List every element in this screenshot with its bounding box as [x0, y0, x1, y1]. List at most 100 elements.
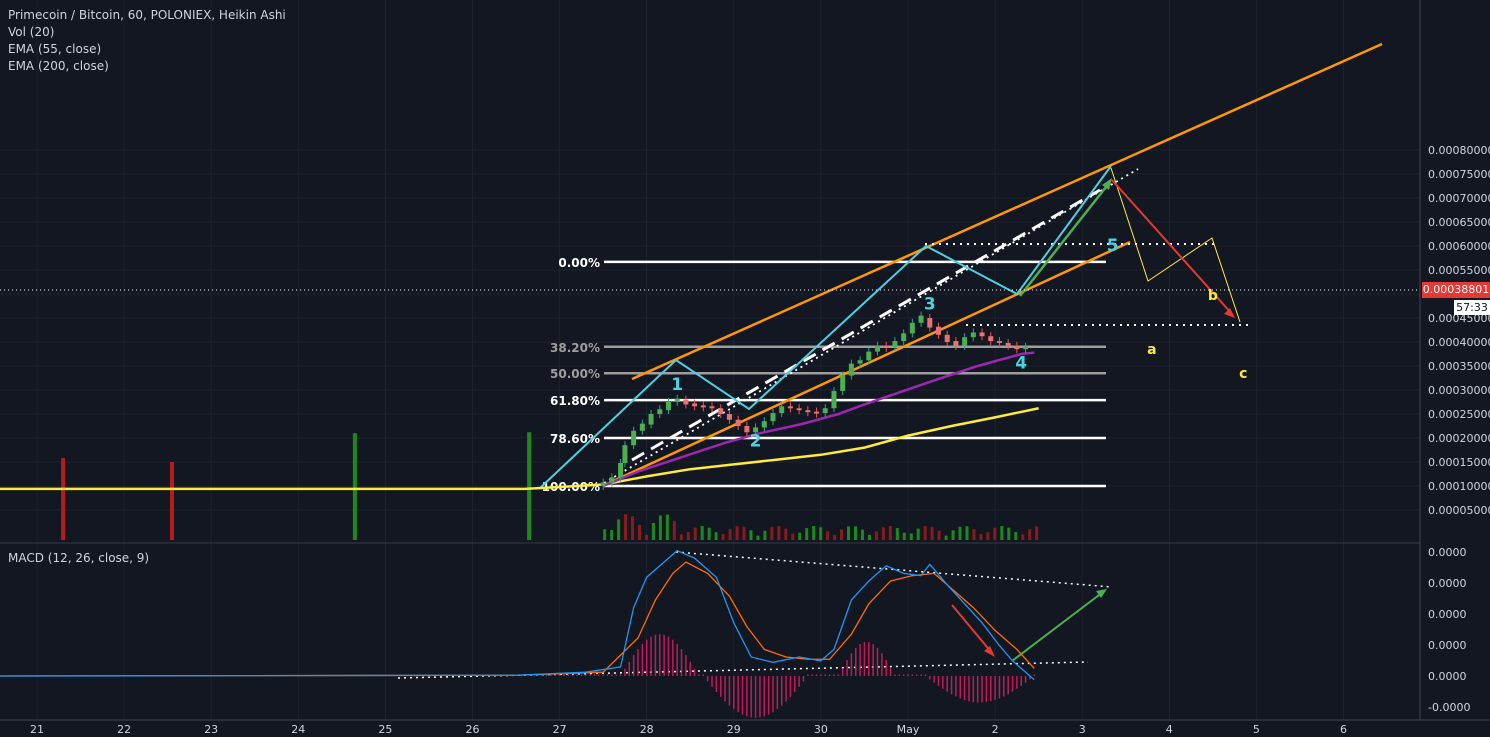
price-tick-label: 0.00005000: [1428, 504, 1490, 517]
indicator-vol[interactable]: Vol (20): [8, 25, 55, 39]
price-tick-label: 0.00020000: [1428, 432, 1490, 445]
chart-legend: Primecoin / Bitcoin, 60, POLONIEX, Heiki…: [8, 7, 286, 75]
volume-bar: [679, 534, 683, 540]
volume-bar: [742, 526, 746, 540]
red-down-arrow: [1111, 179, 1233, 315]
symbol-title[interactable]: Primecoin / Bitcoin, 60, POLONIEX, Heiki…: [8, 8, 286, 22]
candle-body: [996, 341, 1002, 344]
time-tick-label: 28: [640, 723, 654, 736]
candle-body: [822, 408, 828, 414]
fib-label: 38.20%: [550, 341, 600, 355]
candle-body: [674, 398, 680, 402]
volume-bar: [888, 526, 892, 540]
candle-body: [814, 411, 820, 414]
volume-bar: [1021, 534, 1025, 540]
indicator-ema-200[interactable]: EMA (200, close): [8, 59, 109, 73]
macd-green-arrow: [1011, 591, 1104, 662]
price-tick-label: 0.00040000: [1428, 336, 1490, 349]
candle-body: [831, 390, 837, 409]
volume-spike: [527, 432, 532, 540]
volume-bar: [965, 526, 969, 540]
volume-bar: [721, 534, 725, 540]
candle-body: [1005, 342, 1011, 346]
ema-200-line: [0, 407, 1039, 491]
volume-bar: [763, 530, 767, 540]
volume-bar: [993, 527, 997, 540]
price-tick-label: 0.00045000: [1428, 312, 1490, 325]
drawings-layer: 0.00%38.20%50.00%61.80%78.60%100.00%: [539, 42, 1383, 494]
wave-label: a: [1147, 342, 1156, 358]
channel-upper-line: [631, 42, 1383, 381]
volume-bar: [714, 532, 718, 540]
volume-bar: [937, 530, 941, 540]
corrective-abc-path: [1110, 167, 1241, 323]
candle-body: [796, 408, 802, 411]
fib-label: 50.00%: [550, 367, 600, 381]
candle-body: [770, 413, 776, 422]
volume-bar: [617, 519, 621, 540]
volume-bar: [1000, 526, 1004, 540]
wave-label: c: [1239, 366, 1247, 382]
time-tick-label: 22: [117, 723, 131, 736]
time-tick-label: 3: [1079, 723, 1086, 736]
volume-bar: [700, 526, 704, 540]
macd-legend[interactable]: MACD (12, 26, close, 9): [8, 550, 149, 567]
indicator-ema-55[interactable]: EMA (55, close): [8, 42, 102, 56]
dashed-trendline: [631, 188, 1101, 462]
volume-bar: [603, 529, 607, 540]
volume-bar: [979, 534, 983, 540]
time-tick-label: 29: [727, 723, 741, 736]
volume-bar: [756, 535, 760, 540]
candle-body: [866, 351, 872, 361]
volume-bar: [665, 514, 669, 540]
volume-bar: [902, 532, 906, 540]
time-tick-label: May: [897, 723, 920, 736]
candle-body: [883, 345, 889, 348]
volume-bar: [791, 533, 795, 540]
macd-tick-label: 0.0000: [1428, 608, 1467, 621]
volume-bar: [951, 530, 955, 540]
price-tick-label: 0.00070000: [1428, 192, 1490, 205]
macd-line: [0, 549, 1035, 681]
volume-bar: [930, 526, 934, 540]
volume-bar: [826, 531, 830, 540]
volume-bar: [770, 526, 774, 540]
volume-bar: [735, 526, 739, 540]
wave-label: 3: [924, 294, 936, 314]
volume-spike: [352, 433, 357, 540]
volume-bar: [812, 526, 816, 540]
macd-tick-label: 0.0000: [1428, 670, 1467, 683]
macd-pane: [0, 549, 1113, 718]
candle-body: [935, 326, 941, 335]
candle-body: [909, 322, 915, 334]
candle-body: [735, 419, 741, 426]
volume-bar: [840, 529, 844, 540]
candle-body: [901, 333, 907, 342]
volume-bar: [777, 526, 781, 540]
candle-body: [988, 336, 994, 342]
price-tick-label: 0.00010000: [1428, 480, 1490, 493]
price-tick-label: 0.00075000: [1428, 168, 1490, 181]
time-axis-labels: 21 22 23 24 25 26 27 28 29 30 May 2 3 4 5 6: [30, 723, 1347, 736]
price-tick-label: 0.00025000: [1428, 408, 1490, 421]
candle-body: [962, 337, 968, 346]
channel-lower-line: [608, 240, 1131, 485]
candle-body: [639, 423, 645, 431]
candle-body: [692, 403, 698, 407]
volume-bar: [958, 526, 962, 540]
candle-body: [979, 332, 985, 337]
volume-bar: [874, 531, 878, 540]
ema-200-path: [0, 407, 1039, 491]
volume-bar: [916, 528, 920, 540]
price-tick-label: 0.00065000: [1428, 216, 1490, 229]
ema-55-path: [602, 351, 1035, 488]
fib-label: 0.00%: [558, 256, 600, 270]
volume-spike: [61, 458, 66, 540]
macd-indicator-label[interactable]: MACD (12, 26, close, 9): [8, 551, 150, 565]
macd-red-arrow: [951, 604, 993, 654]
candle-body: [631, 430, 637, 446]
volume-bars: [61, 432, 1039, 540]
volume-bar: [972, 528, 976, 540]
time-tick-label: 27: [553, 723, 567, 736]
